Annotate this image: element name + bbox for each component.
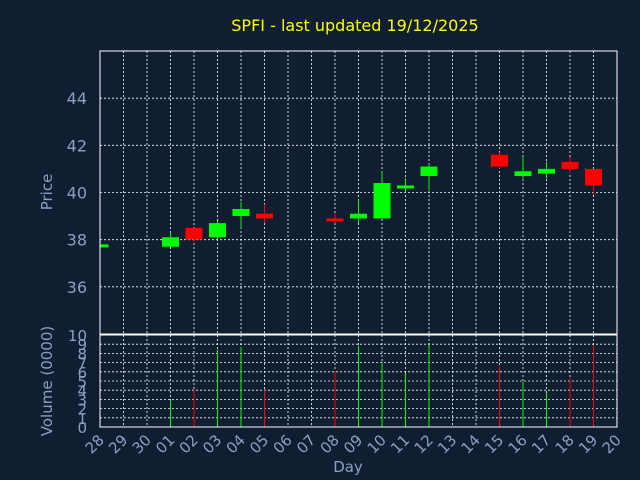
- x-tick-labels: 2829300102030405060708091011121314151617…: [82, 431, 625, 457]
- volume-tick-label: 2: [77, 401, 87, 419]
- candle-body: [350, 213, 367, 219]
- candle: [397, 178, 414, 193]
- candle: [585, 168, 602, 195]
- candle-body: [373, 183, 391, 219]
- candle: [538, 161, 555, 179]
- volume-plot-frame: [99, 334, 618, 428]
- candle-body: [100, 244, 109, 248]
- candle: [326, 213, 344, 224]
- candle-body: [397, 185, 414, 189]
- candle: [373, 171, 391, 219]
- price-tick-label: 44: [67, 89, 87, 108]
- candle: [420, 164, 438, 191]
- candle-body: [491, 154, 508, 167]
- price-tick-label: 42: [67, 136, 87, 155]
- candle-body: [209, 223, 226, 238]
- candle: [185, 227, 203, 243]
- x-axis-label: Day: [333, 458, 363, 476]
- candle-body: [585, 168, 602, 186]
- volume-tick-label: 4: [77, 382, 87, 400]
- candle-body: [538, 168, 555, 174]
- chart-title: SPFI - last updated 19/12/2025: [231, 16, 478, 35]
- candle: [209, 220, 226, 240]
- volume-tick-label: 1: [77, 410, 87, 428]
- price-tick-label: 36: [67, 278, 87, 297]
- candle: [514, 157, 532, 179]
- candle-body: [561, 161, 579, 169]
- price-tick-label: 40: [67, 184, 87, 203]
- candle-body: [256, 213, 273, 219]
- candle-body: [162, 237, 179, 247]
- candle: [256, 204, 273, 224]
- candle-body: [232, 209, 250, 217]
- volume-tick-label: 5: [77, 373, 87, 391]
- candle-body: [326, 218, 344, 222]
- price-tick-labels: 36 38 40 42 44: [67, 89, 87, 297]
- candle: [350, 199, 367, 224]
- price-axis-label: Price: [38, 174, 56, 211]
- volume-tick-label: 10: [68, 327, 87, 345]
- volume-tick-label: 9: [77, 336, 87, 354]
- candle-body: [420, 166, 438, 176]
- volume-tick-label: 0: [77, 419, 87, 437]
- volume-tick-label: 7: [77, 355, 87, 373]
- volume-bars: [170, 344, 594, 427]
- volume-tick-label: 8: [77, 345, 87, 363]
- candle: [561, 157, 579, 174]
- candle: [491, 152, 508, 169]
- candle: [232, 201, 250, 228]
- candle: [99, 244, 109, 248]
- candle: [162, 232, 179, 247]
- candle-body: [185, 227, 203, 240]
- price-tick-label: 38: [67, 231, 87, 250]
- volume-tick-label: 6: [77, 364, 87, 382]
- price-plot-frame: [99, 50, 618, 335]
- candlesticks: [99, 152, 602, 248]
- volume-axis-label: Volume (0000): [38, 326, 56, 436]
- volume-tick-label: 3: [77, 391, 87, 409]
- candle-body: [514, 171, 532, 176]
